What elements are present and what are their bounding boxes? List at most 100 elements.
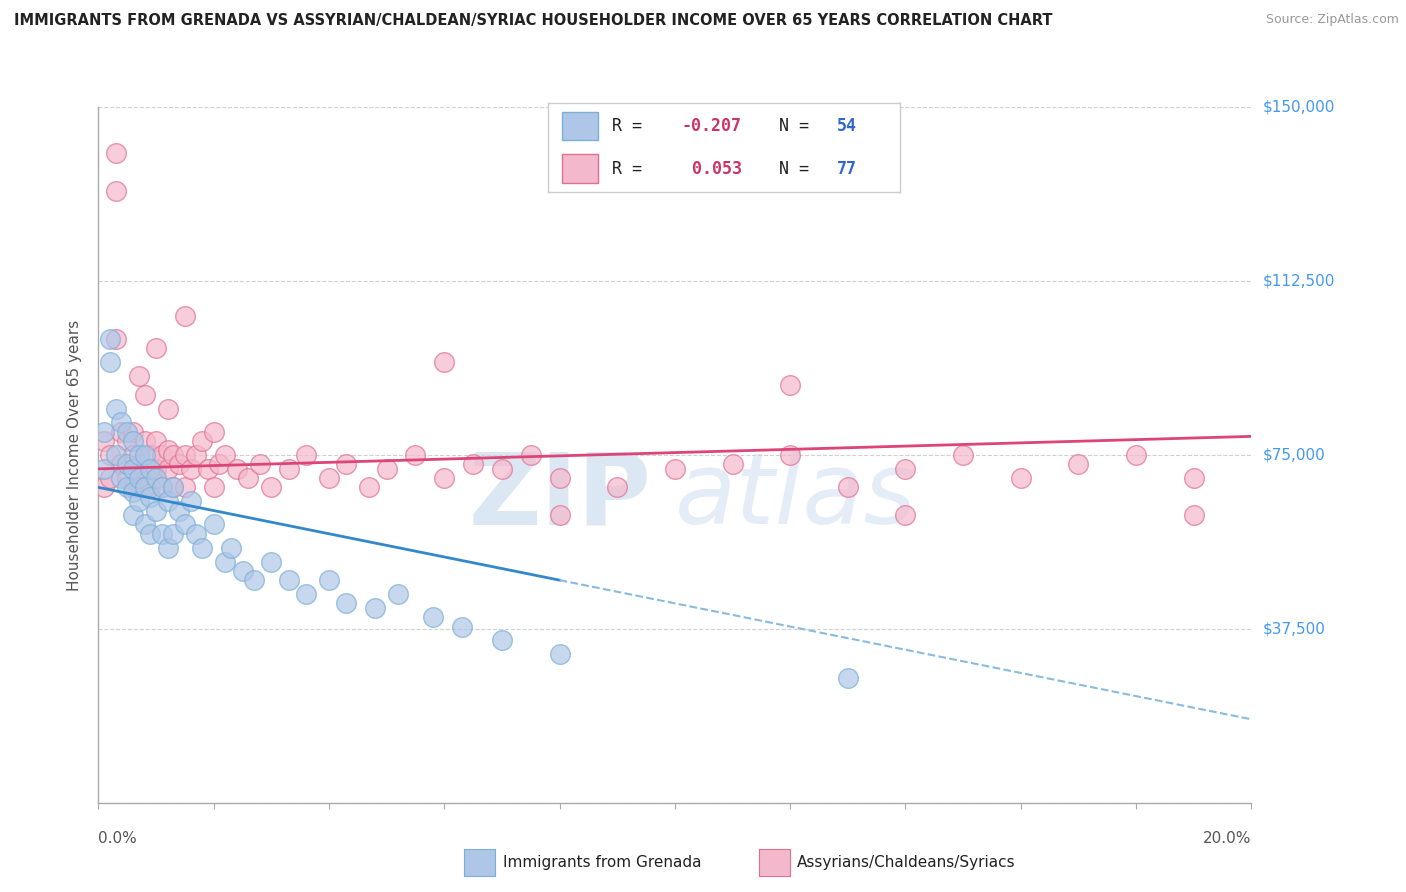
Point xyxy=(318,471,340,485)
Point xyxy=(721,457,744,471)
Point xyxy=(202,517,225,532)
Point xyxy=(122,462,145,476)
Point xyxy=(225,462,247,476)
Point xyxy=(180,494,202,508)
Point xyxy=(98,471,121,485)
Point xyxy=(1010,471,1032,485)
Point xyxy=(520,448,543,462)
Text: Source: ZipAtlas.com: Source: ZipAtlas.com xyxy=(1265,13,1399,27)
Point xyxy=(156,443,179,458)
Point xyxy=(277,462,299,476)
Point xyxy=(359,480,381,494)
Point xyxy=(779,448,801,462)
Point xyxy=(122,480,145,494)
Text: $112,500: $112,500 xyxy=(1263,274,1334,288)
Point xyxy=(122,425,145,439)
Point xyxy=(197,462,219,476)
Point xyxy=(139,526,162,541)
Y-axis label: Householder Income Over 65 years: Householder Income Over 65 years xyxy=(67,319,83,591)
Point xyxy=(145,462,167,476)
Point xyxy=(491,462,513,476)
Point xyxy=(139,462,162,476)
Text: 20.0%: 20.0% xyxy=(1204,830,1251,846)
Text: 0.053: 0.053 xyxy=(682,160,742,178)
Point xyxy=(364,601,387,615)
Text: 0.0%: 0.0% xyxy=(98,830,138,846)
Point xyxy=(1182,508,1205,523)
Point xyxy=(260,480,283,494)
Point xyxy=(134,462,156,476)
Point xyxy=(128,480,150,494)
Point xyxy=(117,471,138,485)
Point xyxy=(375,462,398,476)
Point xyxy=(174,448,197,462)
Point xyxy=(894,462,917,476)
Point xyxy=(128,471,150,485)
Text: atlas: atlas xyxy=(675,448,917,545)
Point xyxy=(295,448,318,462)
Point xyxy=(93,480,115,494)
Point xyxy=(174,517,197,532)
Point xyxy=(191,541,214,555)
Point xyxy=(318,573,340,587)
Point xyxy=(249,457,271,471)
Point xyxy=(186,448,208,462)
Text: -0.207: -0.207 xyxy=(682,117,742,135)
Point xyxy=(145,503,167,517)
Point xyxy=(134,448,156,462)
Point xyxy=(139,490,162,504)
Point xyxy=(491,633,513,648)
Point xyxy=(110,457,132,471)
Point xyxy=(214,555,236,569)
Point xyxy=(122,485,145,500)
Point xyxy=(202,425,225,439)
Text: 77: 77 xyxy=(837,160,856,178)
Point xyxy=(134,387,156,401)
Point xyxy=(335,596,357,610)
Point xyxy=(606,480,628,494)
Bar xyxy=(562,154,598,183)
Text: R =: R = xyxy=(612,160,651,178)
Text: Immigrants from Grenada: Immigrants from Grenada xyxy=(503,855,702,870)
Point xyxy=(122,434,145,448)
Point xyxy=(191,434,214,448)
Point xyxy=(335,457,357,471)
Point xyxy=(174,480,197,494)
Point xyxy=(134,434,156,448)
Point xyxy=(180,462,202,476)
Point xyxy=(952,448,974,462)
Point xyxy=(122,448,145,462)
Point xyxy=(93,434,115,448)
Text: ZIP: ZIP xyxy=(470,448,652,545)
Point xyxy=(110,416,132,430)
Point xyxy=(150,526,173,541)
Point xyxy=(134,480,156,494)
Point xyxy=(93,462,115,476)
Point xyxy=(295,587,318,601)
Point xyxy=(422,610,444,624)
Point xyxy=(110,471,132,485)
Point xyxy=(1182,471,1205,485)
Point xyxy=(145,341,167,355)
Point xyxy=(214,448,236,462)
Point xyxy=(167,457,190,471)
Text: 54: 54 xyxy=(837,117,856,135)
Point xyxy=(450,619,472,633)
Point xyxy=(139,448,162,462)
Point xyxy=(150,448,173,462)
Point xyxy=(548,471,571,485)
Point xyxy=(156,541,179,555)
Point xyxy=(894,508,917,523)
Point xyxy=(156,401,179,416)
Point xyxy=(405,448,427,462)
Point xyxy=(128,448,150,462)
Point xyxy=(238,471,260,485)
Point xyxy=(664,462,686,476)
Point xyxy=(150,480,173,494)
Point xyxy=(128,369,150,384)
Point xyxy=(231,564,254,578)
Point xyxy=(98,355,121,369)
Point xyxy=(145,434,167,448)
Point xyxy=(1067,457,1090,471)
Point xyxy=(117,434,138,448)
